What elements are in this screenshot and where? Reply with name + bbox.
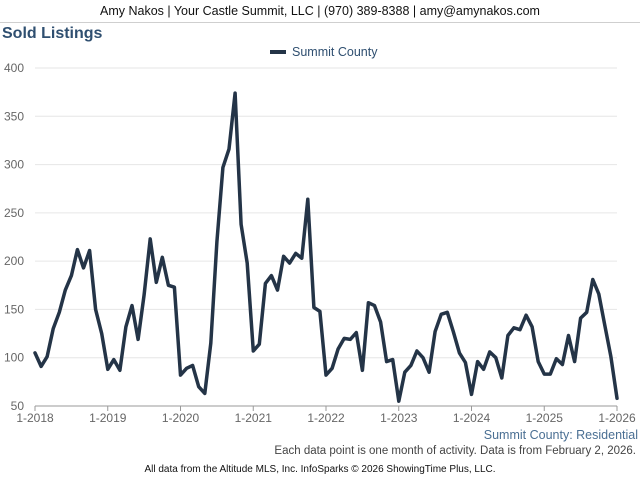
x-tick-label: 1-2022 xyxy=(307,411,345,425)
footer-attribution: All data from the Altitude MLS, Inc. Inf… xyxy=(144,464,496,475)
x-tick-label: 1-2021 xyxy=(235,411,273,425)
chart-legend[interactable]: Summit County xyxy=(270,45,377,59)
x-tick-label: 1-2026 xyxy=(598,411,636,425)
y-tick-label: 50 xyxy=(11,399,25,413)
legend-label: Summit County xyxy=(292,45,378,59)
region-label: Summit County: Residential xyxy=(483,428,638,442)
y-tick-label: 150 xyxy=(4,302,24,316)
y-tick-label: 300 xyxy=(4,158,24,172)
x-tick-label: 1-2018 xyxy=(16,411,54,425)
header-contact-bar: Amy Nakos | Your Castle Summit, LLC | (9… xyxy=(0,0,640,23)
x-tick-label: 1-2023 xyxy=(380,411,418,425)
x-tick-label: 1-2020 xyxy=(162,411,200,425)
y-tick-label: 400 xyxy=(4,61,24,75)
chart-title: Sold Listings xyxy=(2,25,103,42)
series-line-summit-county xyxy=(33,91,619,403)
y-tick-label: 100 xyxy=(4,351,24,365)
x-tick-label: 1-2025 xyxy=(526,411,564,425)
y-tick-label: 250 xyxy=(4,206,24,220)
y-tick-label: 200 xyxy=(4,254,24,268)
y-tick-label: 350 xyxy=(4,109,24,123)
legend-swatch xyxy=(270,50,286,54)
data-note: Each data point is one month of activity… xyxy=(274,445,636,457)
x-tick-label: 1-2024 xyxy=(453,411,491,425)
x-tick-label: 1-2019 xyxy=(89,411,127,425)
